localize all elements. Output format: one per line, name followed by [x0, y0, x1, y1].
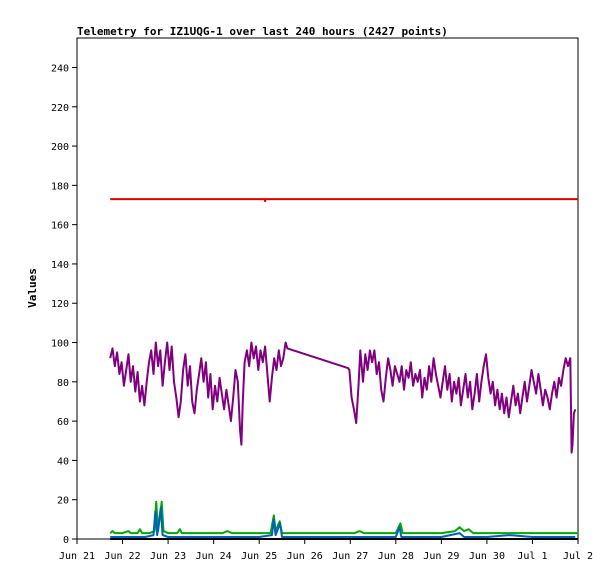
series-line-1: [110, 198, 578, 203]
x-tick-label: Jun 23: [150, 551, 186, 562]
x-tick-label: Jul 1: [517, 551, 547, 562]
y-tick-label: 80: [57, 378, 69, 389]
x-tick-label: Jun 24: [196, 551, 232, 562]
y-tick-label: 240: [51, 63, 69, 74]
x-tick-label: Jul 2: [563, 551, 593, 562]
y-tick-label: 20: [57, 496, 69, 507]
x-tick-label: Jun 27: [332, 551, 368, 562]
x-axis: Jun 21 Jun 22 Jun 23 Jun 24 Jun 25 Jun 26 Jun …: [59, 539, 593, 562]
x-tick-label: Jun 30: [469, 551, 505, 562]
y-tick-label: 180: [51, 181, 69, 192]
plot-frame: [76, 37, 579, 540]
y-axis: 0 20 40 60 80 100 120 140 160 180 200 220 240: [51, 63, 77, 546]
x-tick-label: Jun 26: [287, 551, 323, 562]
x-tick-label: Jun 25: [241, 551, 277, 562]
y-axis-label: Values: [26, 268, 39, 308]
x-tick-label: Jun 22: [104, 551, 140, 562]
x-tick-label: Jun 21: [59, 551, 95, 562]
y-tick-label: 160: [51, 221, 69, 232]
y-tick-label: 40: [57, 456, 69, 467]
y-tick-label: 200: [51, 142, 69, 153]
y-tick-label: 60: [57, 417, 69, 428]
series-line-3: [109, 500, 578, 535]
x-tick-label: Jun 29: [423, 551, 459, 562]
series-line-2: [109, 341, 577, 454]
series-line-4: [110, 506, 576, 538]
chart-title: Telemetry for IZ1UQG-1 over last 240 hou…: [77, 25, 448, 38]
y-tick-label: 220: [51, 103, 69, 114]
y-tick-label: 120: [51, 299, 69, 310]
x-tick-label: Jun 28: [378, 551, 414, 562]
y-tick-label: 140: [51, 260, 69, 271]
y-tick-label: 100: [51, 339, 69, 350]
y-tick-label: 0: [63, 535, 69, 546]
series-layer: [109, 198, 578, 540]
